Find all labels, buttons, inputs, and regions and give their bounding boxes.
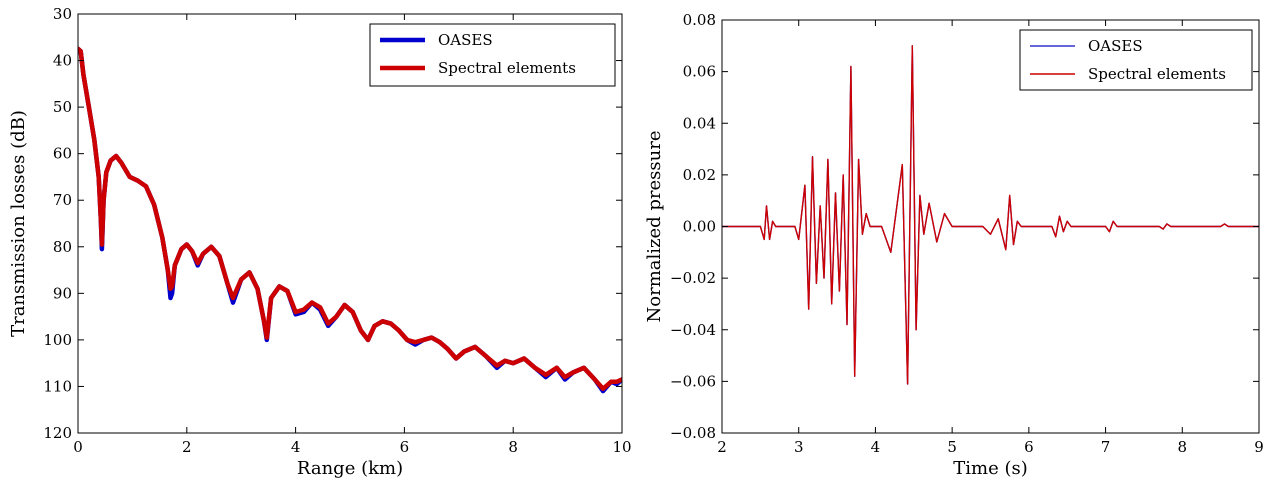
y-tick-label: 80: [53, 238, 72, 256]
y-tick-label: −0.06: [670, 372, 716, 390]
y-tick-label: 120: [43, 424, 72, 442]
pressure-waveform-chart: 2 3 4 5 6 7 8 9 −0.08 −0.06 −0.04 −0.02 0.00 0.02 0.04…: [644, 11, 1264, 479]
y-tick-label: 60: [53, 145, 72, 163]
legend-box: [1019, 29, 1253, 91]
y-tick-label: 110: [43, 377, 72, 395]
legend-box: [369, 23, 616, 87]
transmission-loss-chart: 0 2 4 6 8 10 30 40 50 60 70 80 90 100 110 120 Range (km)…: [8, 5, 632, 479]
y-tick-label: 0.06: [683, 63, 716, 81]
series-group: [78, 46, 622, 394]
x-tick-label: 6: [1024, 438, 1034, 456]
y-tick-label: −0.04: [670, 321, 716, 339]
x-tick-label: 4: [871, 438, 881, 456]
legend-label-0: OASES: [438, 31, 493, 49]
x-axis-label: Range (km): [297, 458, 403, 479]
x-tick-label: 2: [182, 438, 192, 456]
x-tick-label: 7: [1101, 438, 1111, 456]
y-axis-label: Normalized pressure: [644, 131, 665, 323]
series-line-1: [78, 46, 622, 392]
x-tick-label: 5: [947, 438, 957, 456]
y-tick-label: −0.08: [670, 424, 716, 442]
y-tick-label: 0.02: [683, 166, 716, 184]
series-group: [722, 45, 1259, 385]
x-tick-label: 9: [1254, 438, 1264, 456]
y-tick-label: 90: [53, 284, 72, 302]
y-tick-label: −0.02: [670, 269, 716, 287]
y-tick-label: 0.04: [683, 114, 716, 132]
plot-frame: [77, 13, 623, 434]
x-axis-label: Time (s): [953, 458, 1028, 479]
y-axis-label: Transmission losses (dB): [8, 110, 29, 337]
series-line-0: [722, 45, 1259, 385]
y-tick-label: 0.08: [683, 11, 716, 29]
y-tick-label: 30: [53, 5, 72, 23]
x-tick-label: 3: [794, 438, 804, 456]
legend-label-0: OASES: [1088, 37, 1143, 55]
x-tick-label: 6: [400, 438, 410, 456]
legend-label-1: Spectral elements: [1088, 65, 1226, 83]
x-tick-label: 4: [291, 438, 301, 456]
y-tick-label: 40: [53, 52, 72, 70]
y-tick-label: 70: [53, 191, 72, 209]
y-tick-label: 0.00: [683, 218, 716, 236]
x-tick-label: 10: [612, 438, 631, 456]
x-tick-label: 8: [1178, 438, 1188, 456]
x-tick-label: 2: [717, 438, 727, 456]
x-tick-label: 0: [73, 438, 83, 456]
y-tick-label: 100: [43, 331, 72, 349]
y-tick-label: 50: [53, 98, 72, 116]
legend-label-1: Spectral elements: [438, 59, 576, 77]
x-tick-label: 8: [508, 438, 518, 456]
series-line-1: [722, 45, 1259, 385]
